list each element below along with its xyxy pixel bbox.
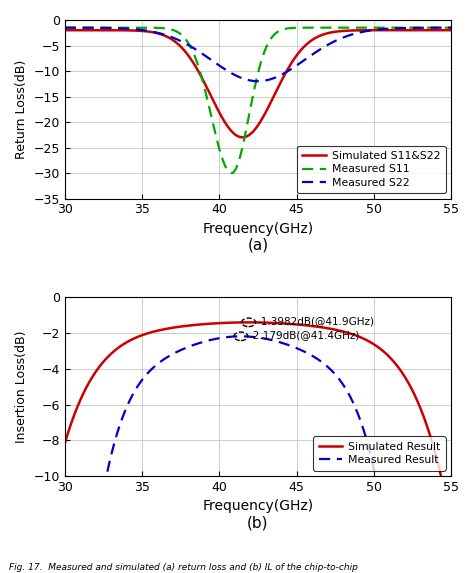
Measured Result: [448, 481, 454, 488]
Measured S22: [101, 25, 107, 32]
Measured Result: [328, 366, 333, 373]
Text: Fig. 17.  Measured and simulated (a) return loss and (b) IL of the chip-to-chip: Fig. 17. Measured and simulated (a) retu…: [9, 563, 358, 572]
Simulated Result: [448, 481, 454, 488]
Line: Measured Result: Measured Result: [65, 336, 451, 485]
Measured S11: [101, 24, 107, 31]
Legend: Simulated Result, Measured Result: Simulated Result, Measured Result: [313, 437, 446, 470]
Measured Result: [371, 463, 376, 470]
Measured S11: [383, 24, 389, 31]
Simulated Result: [364, 336, 369, 343]
Measured S11: [448, 24, 454, 31]
Simulated S11&S22: [328, 29, 333, 36]
X-axis label: Frequency(GHz): Frequency(GHz): [202, 500, 313, 513]
Simulated Result: [328, 325, 333, 332]
Measured S11: [229, 170, 235, 176]
Simulated S11&S22: [240, 134, 246, 141]
Line: Simulated Result: Simulated Result: [65, 323, 451, 485]
Measured S22: [218, 63, 224, 70]
Simulated Result: [440, 481, 446, 488]
Measured Result: [101, 481, 107, 488]
X-axis label: Frequency(GHz): Frequency(GHz): [202, 222, 313, 236]
Measured S11: [371, 24, 376, 31]
Simulated S11&S22: [371, 27, 376, 34]
Simulated Result: [101, 358, 107, 364]
Measured S22: [328, 40, 333, 47]
Measured S11: [328, 24, 333, 31]
Measured Result: [218, 335, 224, 342]
Measured S22: [232, 72, 238, 79]
Measured S11: [364, 24, 369, 31]
Text: -2.179dB(@41.4GHz): -2.179dB(@41.4GHz): [249, 331, 360, 340]
Simulated Result: [246, 319, 252, 326]
Measured S22: [448, 24, 454, 31]
Measured S22: [62, 24, 68, 31]
Simulated S11&S22: [448, 27, 454, 34]
Measured S11: [62, 24, 68, 31]
Simulated S11&S22: [101, 27, 107, 34]
Simulated Result: [62, 440, 68, 447]
Y-axis label: Return Loss(dB): Return Loss(dB): [15, 60, 28, 159]
Simulated Result: [371, 340, 376, 347]
Simulated Result: [232, 319, 238, 326]
Text: (b): (b): [247, 515, 269, 530]
Measured S22: [371, 26, 376, 33]
Simulated S11&S22: [232, 131, 238, 138]
Measured S22: [255, 78, 261, 85]
Legend: Simulated S11&S22, Measured S11, Measured S22: Simulated S11&S22, Measured S11, Measure…: [297, 146, 446, 193]
Measured Result: [364, 435, 369, 442]
Text: -1.3982dB(@41.9GHz): -1.3982dB(@41.9GHz): [257, 316, 374, 326]
Simulated S11&S22: [62, 27, 68, 34]
Measured S11: [232, 166, 238, 173]
Simulated Result: [218, 320, 224, 327]
Line: Measured S11: Measured S11: [65, 28, 451, 173]
Measured S11: [218, 151, 224, 158]
Simulated S11&S22: [218, 112, 224, 119]
Line: Simulated S11&S22: Simulated S11&S22: [65, 30, 451, 138]
Measured Result: [232, 333, 238, 340]
Measured Result: [62, 481, 68, 488]
Y-axis label: Insertion Loss(dB): Insertion Loss(dB): [15, 331, 28, 443]
Measured S22: [364, 28, 369, 34]
Simulated S11&S22: [364, 27, 369, 34]
Line: Measured S22: Measured S22: [65, 28, 451, 81]
Text: (a): (a): [247, 238, 268, 253]
Measured Result: [238, 333, 244, 340]
